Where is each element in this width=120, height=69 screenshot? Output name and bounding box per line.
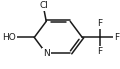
Text: HO: HO <box>2 33 16 42</box>
Text: F: F <box>97 19 102 28</box>
Text: F: F <box>114 33 119 42</box>
Text: N: N <box>43 49 50 58</box>
Text: F: F <box>97 47 102 56</box>
Text: Cl: Cl <box>40 1 48 10</box>
